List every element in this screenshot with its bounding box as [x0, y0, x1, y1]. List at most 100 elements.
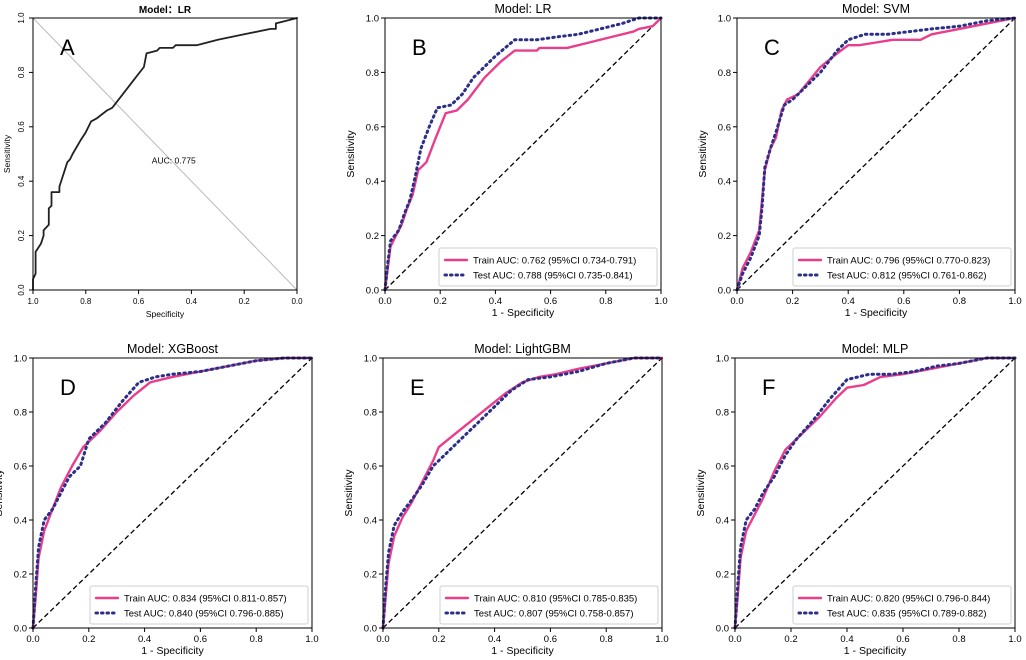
y-axis-label: Sensitivity — [345, 130, 357, 178]
x-tick-label: 0.6 — [544, 634, 557, 645]
x-tick-label: 0.6 — [544, 296, 557, 307]
y-tick-label: 0.2 — [718, 231, 731, 242]
panel-letter: C — [764, 35, 780, 60]
legend: Train AUC: 0.796 (95%CI 0.770-0.823) Test… — [792, 247, 1012, 287]
x-axis-label: 1 - Specificity — [844, 645, 907, 657]
y-tick-label: 0.0 — [718, 286, 731, 297]
x-tick-label: 0.4 — [488, 634, 501, 645]
x-tick-label: 0.2 — [784, 634, 797, 645]
y-tick-label: 0.6 — [17, 121, 26, 133]
x-tick-label: 0.0 — [378, 296, 391, 307]
y-tick-label: 1.0 — [716, 354, 729, 365]
chart-panel-d: 0.0 0.2 0.4 0.6 0.8 1.0 0.0 0.2 0.4 0.6 0.8 1.0 Mode… — [0, 342, 319, 657]
y-tick-label: 0.2 — [364, 570, 377, 581]
x-tick-label: 0.0 — [376, 634, 389, 645]
x-tick-label: 1.0 — [1008, 296, 1021, 307]
series-line-train — [733, 356, 1017, 630]
x-tick-label: 0.4 — [840, 634, 853, 645]
x-axis-label: 1 - Specificity — [491, 645, 554, 657]
legend-label-test: Test AUC: 0.840 (95%CI 0.796-0.885) — [124, 609, 283, 620]
x-axis-label: 1 - Specificity — [492, 307, 555, 319]
legend-label-train: Train AUC: 0.796 (95%CI 0.770-0.823) — [827, 256, 990, 267]
y-axis-label: Sensitivity — [695, 469, 707, 517]
x-tick-label: 0.8 — [599, 296, 612, 307]
y-tick-label: 0.4 — [718, 177, 731, 188]
y-tick-label: 0.6 — [718, 122, 731, 133]
y-tick-label: 0.4 — [716, 516, 729, 527]
panel-letter: E — [410, 375, 425, 400]
y-tick-label: 0.6 — [364, 462, 377, 473]
y-tick-label: 1.0 — [366, 14, 379, 25]
x-tick-label: 0.2 — [82, 634, 95, 645]
legend-label-test: Test AUC: 0.807 (95%CI 0.758-0.857) — [474, 609, 633, 620]
chart-title: Model: LR — [495, 2, 552, 16]
y-tick-label: 0.2 — [716, 570, 729, 581]
y-tick-label: 0.6 — [14, 462, 27, 473]
series-line-test — [735, 16, 1017, 292]
legend-box — [439, 585, 659, 625]
x-tick-label: 0.8 — [250, 634, 263, 645]
legend-box — [792, 247, 1012, 287]
legend-label-train: Train AUC: 0.810 (95%CI 0.785-0.835) — [474, 594, 637, 605]
chart-title: Model: MLP — [842, 342, 909, 356]
y-tick-label: 0.0 — [17, 284, 26, 296]
reference-diagonal — [736, 17, 1016, 291]
legend: Train AUC: 0.820 (95%CI 0.796-0.844) Test… — [792, 585, 1012, 625]
legend-label-train: Train AUC: 0.834 (95%CI 0.811-0.857) — [124, 594, 287, 605]
x-axis-label: 1 - Specificity — [845, 307, 908, 319]
y-tick-label: 0.0 — [14, 624, 27, 635]
series-line-roc — [32, 17, 298, 291]
y-tick-label: 0.0 — [716, 624, 729, 635]
legend-box — [438, 247, 658, 287]
y-tick-label: 0.0 — [366, 286, 379, 297]
x-tick-label: 0.0 — [26, 634, 39, 645]
x-tick-label: 0.6 — [896, 634, 909, 645]
legend: Train AUC: 0.810 (95%CI 0.785-0.835) Test… — [439, 585, 659, 625]
legend-box — [89, 585, 309, 625]
x-tick-label: 0.2 — [239, 297, 251, 306]
auc-annotation: AUC: 0.775 — [152, 156, 196, 166]
plot-frame — [384, 17, 662, 291]
reference-diagonal — [734, 357, 1016, 629]
panel-letter: B — [412, 35, 427, 60]
y-tick-label: 0.6 — [366, 122, 379, 133]
reference-diagonal — [382, 357, 663, 629]
y-tick-label: 0.6 — [716, 462, 729, 473]
series-line-test — [31, 356, 314, 630]
x-tick-label: 0.4 — [489, 296, 502, 307]
chart-panel-c: 0.0 0.2 0.4 0.6 0.8 1.0 0.0 0.2 0.4 0.6 0.8 1.0 Mode… — [697, 2, 1022, 319]
y-tick-label: 0.8 — [364, 408, 377, 419]
y-tick-label: 0.2 — [14, 570, 27, 581]
x-tick-label: 1.0 — [305, 634, 318, 645]
reference-diagonal — [384, 17, 662, 291]
y-tick-label: 0.8 — [718, 68, 731, 79]
y-tick-label: 0.8 — [716, 408, 729, 419]
chart-panel-f: 0.0 0.2 0.4 0.6 0.8 1.0 0.0 0.2 0.4 0.6 0.8 1.0 Mode… — [695, 342, 1022, 657]
series-line-train — [381, 356, 664, 630]
x-tick-label: 0.4 — [186, 297, 198, 306]
x-tick-label: 0.0 — [730, 296, 743, 307]
chart-title: Model: SVM — [842, 2, 910, 16]
x-axis-label: 1 - Specificity — [141, 645, 204, 657]
x-tick-label: 0.2 — [432, 634, 445, 645]
y-tick-label: 0.4 — [14, 516, 27, 527]
legend-label-test: Test AUC: 0.788 (95%CI 0.735-0.841) — [473, 271, 632, 282]
x-axis-label: Specificity — [146, 309, 185, 319]
x-tick-label: 0.6 — [133, 297, 145, 306]
y-tick-label: 1.0 — [14, 354, 27, 365]
x-tick-label: 0.2 — [434, 296, 447, 307]
chart-title: Model: XGBoost — [127, 342, 219, 356]
chart-panel-e: 0.0 0.2 0.4 0.6 0.8 1.0 0.0 0.2 0.4 0.6 0.8 1.0 Mode… — [343, 342, 669, 657]
series-line-test — [383, 16, 663, 292]
x-tick-label: 1.0 — [654, 296, 667, 307]
x-tick-label: 1.0 — [1008, 634, 1021, 645]
x-tick-label: 0.0 — [291, 297, 303, 306]
series-line-test — [381, 356, 664, 630]
plot-frame — [32, 357, 313, 629]
plot-frame — [736, 17, 1016, 291]
y-tick-label: 0.4 — [366, 177, 379, 188]
y-tick-label: 0.8 — [17, 66, 26, 78]
panel-letter: D — [60, 375, 76, 400]
x-tick-label: 0.8 — [80, 297, 92, 306]
x-tick-label: 0.2 — [786, 296, 799, 307]
